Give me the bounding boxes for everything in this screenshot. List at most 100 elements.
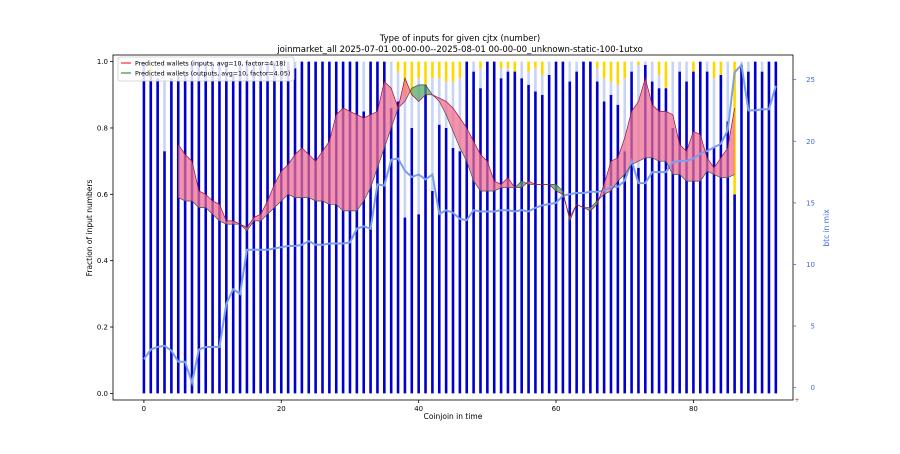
fill-between xyxy=(343,108,350,211)
fill-between xyxy=(556,184,563,195)
bar-segment-lightblue xyxy=(712,78,716,148)
fill-between xyxy=(459,118,467,162)
bar-segment-blue xyxy=(348,61,352,394)
bar-segment-gold xyxy=(451,61,455,82)
fill-between xyxy=(322,141,330,205)
bar-segment-blue xyxy=(534,91,537,394)
bar-segment-blue xyxy=(499,78,503,394)
fill-between xyxy=(590,200,598,211)
y-axis-label: Fraction of input numbers xyxy=(85,180,94,277)
bar-segment-blue xyxy=(410,127,414,394)
fill-between xyxy=(267,184,275,215)
y-tick-label: 0.2 xyxy=(97,324,108,332)
fill-between xyxy=(295,147,302,198)
fill-between xyxy=(281,164,289,201)
bar-segment-blue xyxy=(389,108,393,394)
fill-between xyxy=(301,147,309,198)
y-right-tick-label: 5 xyxy=(811,323,815,331)
fill-between xyxy=(377,81,385,168)
bar-segment-blue xyxy=(156,78,159,394)
bar-segment-blue xyxy=(657,88,661,394)
fill-between xyxy=(439,98,447,115)
bar-segment-blue xyxy=(176,74,180,394)
bar-segment-lightblue xyxy=(527,71,530,85)
bar-segment-lightblue xyxy=(726,61,730,122)
fill-between xyxy=(336,108,344,211)
fill-between xyxy=(356,114,364,211)
y-right-tick-label: 10 xyxy=(806,261,815,269)
bar-segment-lightblue xyxy=(396,71,400,102)
fill-between xyxy=(274,171,282,208)
bar-segment-blue xyxy=(520,78,523,394)
bar-segment-blue xyxy=(279,61,283,394)
bar-segment-blue xyxy=(678,71,681,394)
x-tick-label: 40 xyxy=(414,405,423,413)
fill-between xyxy=(638,78,646,162)
bar-segment-lightblue xyxy=(520,61,523,79)
fill-between xyxy=(720,147,728,178)
bar-segment-blue xyxy=(747,71,750,394)
bar-segment-blue xyxy=(616,104,620,394)
fill-between xyxy=(329,114,337,205)
bar-segment-lightblue xyxy=(650,61,654,82)
bar-segment-blue xyxy=(637,167,640,394)
fill-between xyxy=(349,111,357,211)
fill-between xyxy=(288,154,296,198)
bar-segment-blue xyxy=(719,74,723,394)
bar-segment-lightblue xyxy=(657,74,661,89)
bar-segment-lightblue xyxy=(472,61,475,72)
bar-segment-lightblue xyxy=(458,78,462,152)
bar-segment-blue xyxy=(286,61,290,394)
fill-between xyxy=(521,181,527,188)
bar-segment-blue xyxy=(273,61,276,394)
x-tick-label: 0 xyxy=(142,405,146,413)
bar-segment-blue xyxy=(472,71,475,394)
bar-segment-gold xyxy=(719,61,723,75)
bar-segment-blue xyxy=(492,61,496,394)
bar-segment-lightblue xyxy=(595,68,599,82)
bar-segment-blue xyxy=(218,61,221,394)
bar-segment-blue xyxy=(760,71,764,394)
bar-segment-blue xyxy=(451,147,455,394)
legend-label-outputs: Predicted wallets (outputs, avg=10, fact… xyxy=(135,71,290,78)
bar-segment-blue xyxy=(575,71,578,394)
bar-segment-lightblue xyxy=(362,61,366,112)
fill-between xyxy=(418,84,426,102)
bar-segment-blue xyxy=(698,61,702,394)
bar-segment-blue xyxy=(204,61,208,394)
bar-segment-blue xyxy=(225,61,228,394)
y-axis-right-label: btc in mix xyxy=(822,209,831,247)
fill-between xyxy=(191,161,199,208)
bar-segment-gold xyxy=(437,61,441,79)
fill-between xyxy=(686,131,694,182)
bar-segment-lightblue xyxy=(403,94,407,218)
bar-segment-lightblue xyxy=(760,61,764,72)
bar-segment-lightblue xyxy=(685,61,688,82)
bar-segment-blue xyxy=(685,81,688,394)
fill-between xyxy=(384,81,392,148)
y-right-tick-label: 15 xyxy=(806,199,815,207)
bar-segment-lightblue xyxy=(479,68,482,89)
fill-between xyxy=(501,177,508,188)
bar-segment-blue xyxy=(644,64,647,394)
bar-segment-blue xyxy=(444,127,448,394)
bar-segment-blue xyxy=(231,74,235,394)
fill-between xyxy=(370,111,378,188)
plot-frame xyxy=(112,54,794,401)
y-tick-label: 1.0 xyxy=(97,58,108,66)
inputs-line xyxy=(178,76,735,228)
fill-between xyxy=(226,220,234,225)
bar-segment-blue xyxy=(170,78,173,394)
bar-segment-gold xyxy=(458,61,462,79)
bar-segment-blue xyxy=(197,61,201,394)
bar-segment-blue xyxy=(437,124,441,394)
fill-between xyxy=(700,134,708,182)
fill-between xyxy=(679,144,687,182)
bar-segment-blue xyxy=(259,61,262,394)
bar-segment-blue xyxy=(726,121,730,394)
bar-segment-blue xyxy=(692,71,695,394)
bar-segment-lightblue xyxy=(671,61,675,128)
bar-segment-gold xyxy=(424,61,427,85)
bar-segment-lightblue xyxy=(630,61,633,72)
bar-segment-blue xyxy=(650,81,654,394)
